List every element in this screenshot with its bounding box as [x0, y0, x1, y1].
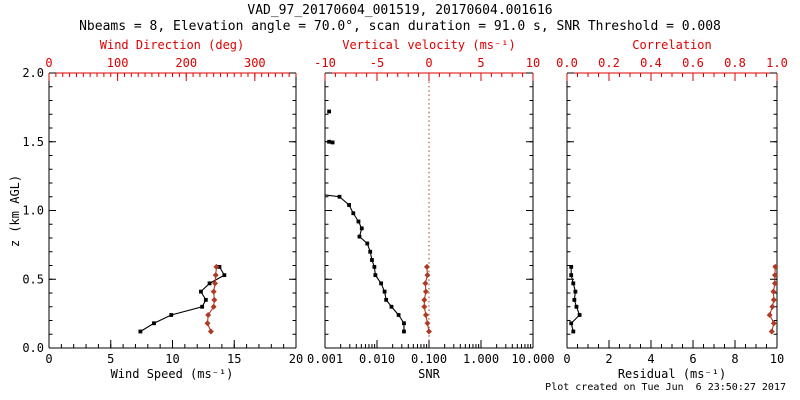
plot-title: VAD_97_20170604_001519, 20170604.001616 [247, 3, 553, 18]
svg-text:10: 10 [165, 352, 179, 366]
svg-text:0: 0 [563, 352, 570, 366]
panel-box [48, 72, 297, 349]
y-axis-ticks [325, 72, 533, 349]
svg-text:0.010: 0.010 [359, 352, 395, 366]
svg-text:10: 10 [770, 352, 784, 366]
svg-text:-5: -5 [370, 56, 384, 70]
svg-text:6: 6 [689, 352, 696, 366]
y-axis-ticks [567, 72, 777, 349]
svg-text:-10: -10 [314, 56, 336, 70]
series-wind-speed [138, 264, 227, 334]
svg-text:15: 15 [227, 352, 241, 366]
svg-text:0: 0 [45, 56, 52, 70]
series-vertical-velocity [421, 263, 432, 335]
panel-box [324, 72, 534, 349]
wind-panel: 0.00.51.01.52.00 5 10 15 200 100 200 300 [22, 56, 303, 366]
svg-text:1.0: 1.0 [22, 204, 44, 218]
bottom-axis-ticks: 0 2 4 6 8 10 [563, 340, 784, 366]
svg-text:0.001: 0.001 [307, 352, 343, 366]
svg-text:2.0: 2.0 [22, 66, 44, 80]
wind-direction-axis-title: Wind Direction (deg) [99, 38, 245, 52]
svg-text:100: 100 [107, 56, 129, 70]
top-axis-ticks: -10 -5 0 5 10 [314, 56, 540, 81]
svg-text:0: 0 [425, 56, 432, 70]
wind-speed-axis-title: Wind Speed (ms⁻¹) [110, 367, 234, 381]
svg-text:0.4: 0.4 [640, 56, 662, 70]
svg-text:300: 300 [244, 56, 266, 70]
series-snr-profile [324, 194, 406, 334]
y-axis-ticks [49, 72, 296, 349]
correlation-axis-title: Correlation [632, 38, 712, 52]
svg-text:1.0: 1.0 [766, 56, 788, 70]
series-snr-isolated-points [327, 109, 335, 145]
plot-created-timestamp: Plot created on Tue Jun 6 23:50:27 2017 [545, 382, 786, 393]
svg-text:5: 5 [477, 56, 484, 70]
svg-text:2: 2 [605, 352, 612, 366]
svg-text:0.0: 0.0 [556, 56, 578, 70]
vertical-velocity-axis-title: Vertical velocity (ms⁻¹) [342, 38, 516, 52]
svg-text:0.0: 0.0 [22, 341, 44, 355]
svg-text:0.6: 0.6 [682, 56, 704, 70]
series-residual [569, 264, 582, 334]
svg-text:1.000: 1.000 [463, 352, 499, 366]
residual-panel: 0 2 4 6 8 10 0.0 0.2 0.4 0.6 0.8 1.0 [556, 56, 788, 366]
svg-text:0.100: 0.100 [411, 352, 447, 366]
svg-text:0: 0 [45, 352, 52, 366]
top-axis-ticks: 0 100 200 300 [45, 56, 297, 81]
svg-text:10: 10 [526, 56, 540, 70]
bottom-axis-ticks: 0 5 10 15 20 [45, 340, 303, 366]
plot-subtitle: Nbeams = 8, Elevation angle = 70.0°, sca… [79, 19, 721, 34]
svg-text:4: 4 [647, 352, 654, 366]
svg-text:1.5: 1.5 [22, 135, 44, 149]
snr-axis-title: SNR [418, 367, 440, 381]
y-tick-labels: 0.0 0.5 1.0 1.5 2.0 [22, 66, 44, 355]
svg-text:5: 5 [107, 352, 114, 366]
svg-text:10.000: 10.000 [511, 352, 554, 366]
residual-axis-title: Residual (ms⁻¹) [617, 367, 727, 381]
svg-text:0.8: 0.8 [724, 56, 746, 70]
svg-text:200: 200 [175, 56, 197, 70]
top-axis-ticks: 0.0 0.2 0.4 0.6 0.8 1.0 [556, 56, 788, 81]
svg-text:0.5: 0.5 [22, 272, 44, 286]
svg-text:20: 20 [289, 352, 303, 366]
bottom-axis-ticks: 0.001 0.010 0.100 1.000 10.000 [307, 340, 555, 366]
svg-text:8: 8 [731, 352, 738, 366]
svg-text:0.2: 0.2 [598, 56, 620, 70]
panel-box [566, 72, 778, 349]
snr-panel: 0.001 0.010 0.100 1.000 10.000 -10 -5 0 5 10 [307, 56, 555, 366]
